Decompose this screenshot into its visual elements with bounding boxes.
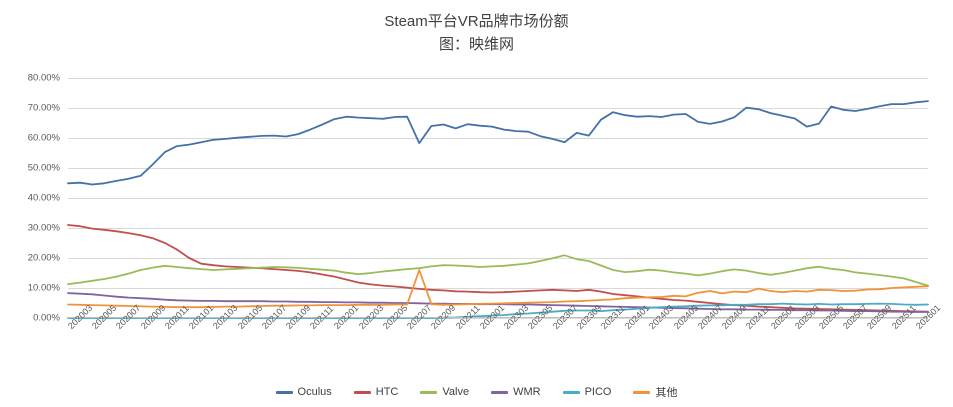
legend-item-oculus[interactable]: Oculus: [275, 386, 332, 398]
series-lines: [67, 100, 929, 319]
y-tick-label: 10.00%: [27, 282, 60, 294]
legend-color-swatch: [420, 390, 438, 394]
legend-item-valve[interactable]: Valve: [420, 386, 469, 398]
y-tick-label: 80.00%: [27, 72, 60, 84]
gridline: [68, 318, 928, 319]
chart-legend: Oculus HTC Valve WMR PICO 其他: [0, 384, 953, 400]
page-title: Steam平台VR品牌市场份额: [384, 13, 569, 30]
legend-item-htc[interactable]: HTC: [353, 386, 399, 398]
gridline: [68, 168, 928, 169]
legend-item-其他[interactable]: 其他: [633, 384, 677, 400]
y-tick-label: 50.00%: [27, 162, 60, 174]
legend-color-swatch: [275, 390, 293, 394]
legend-label: 其他: [655, 387, 678, 399]
line-series-pico: [67, 302, 929, 319]
legend-label: HTC: [375, 386, 399, 398]
line-series-htc: [67, 224, 929, 313]
line-series-其他: [67, 269, 929, 309]
chart-title-block: Steam平台VR品牌市场份额 图：映维网: [0, 10, 953, 56]
legend-color-swatch: [353, 390, 371, 394]
gridline: [68, 258, 928, 259]
gridline: [68, 288, 928, 289]
gridline: [68, 198, 928, 199]
gridline: [68, 228, 928, 229]
plot-area: [67, 78, 929, 319]
y-tick-label: 30.00%: [27, 222, 60, 234]
x-axis-labels: 202003 202005 202007 202009 202011 202101 2021…: [66, 303, 942, 380]
chart-subtitle: 图：映维网: [438, 36, 514, 53]
gridline: [68, 138, 928, 139]
legend-color-swatch: [562, 390, 580, 394]
line-series-oculus: [67, 100, 929, 186]
y-tick-label: 40.00%: [27, 192, 60, 204]
legend-label: PICO: [584, 386, 612, 398]
y-axis-labels: 0.00% 10.00% 20.00% 30.00% 40.00% 50.00% 60.00…: [0, 73, 64, 324]
gridline: [68, 78, 928, 79]
legend-label: Valve: [442, 386, 470, 398]
legend-label: WMR: [513, 386, 541, 398]
legend-label: Oculus: [297, 386, 332, 398]
y-tick-label: 60.00%: [27, 132, 60, 144]
gridline: [68, 108, 928, 109]
x-axis-line: [68, 317, 928, 318]
y-tick-label: 70.00%: [27, 102, 60, 114]
y-tick-label: 0.00%: [33, 312, 60, 324]
legend-item-pico[interactable]: PICO: [562, 386, 612, 398]
line-series-valve: [67, 254, 929, 287]
legend-color-swatch: [491, 390, 509, 394]
legend-color-swatch: [633, 390, 651, 394]
y-tick-label: 20.00%: [27, 252, 60, 264]
legend-item-wmr[interactable]: WMR: [491, 386, 541, 398]
